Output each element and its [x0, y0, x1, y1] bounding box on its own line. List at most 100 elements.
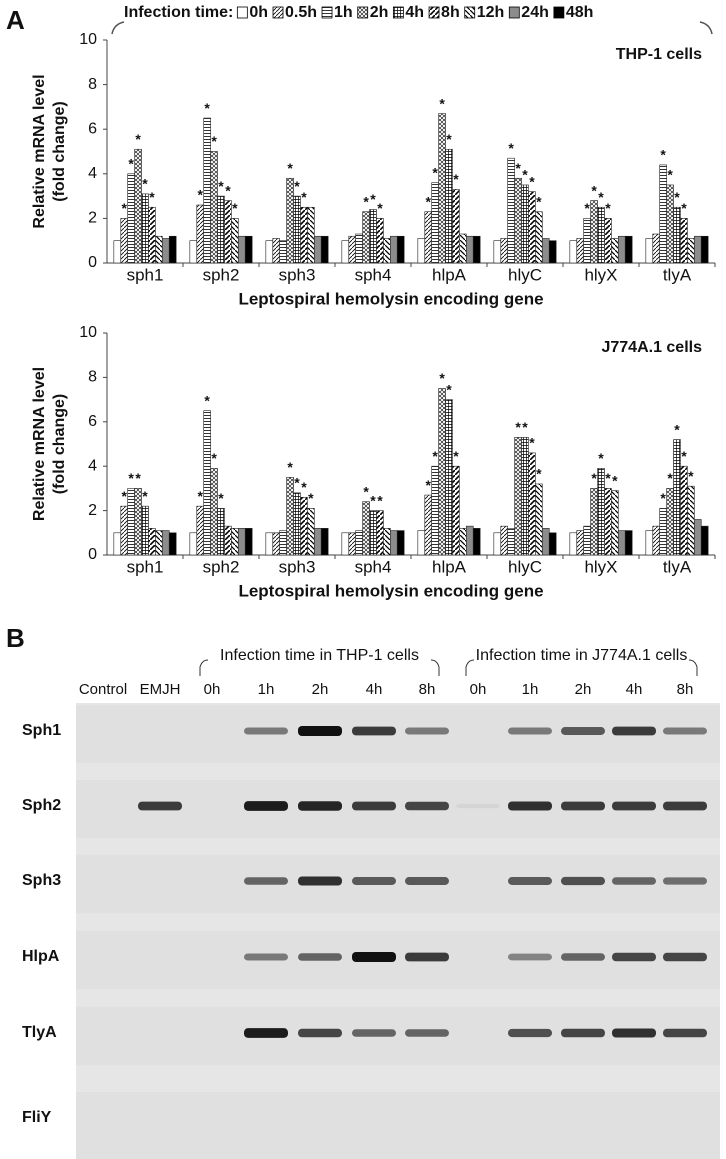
x-tick-label: sph3 [279, 557, 316, 576]
bar [459, 233, 467, 264]
significance-mark: * [660, 490, 666, 506]
bar [217, 508, 225, 556]
x-tick-label: sph4 [355, 265, 392, 284]
x-tick-label: sph3 [279, 265, 316, 284]
bar [652, 525, 660, 556]
bar [583, 218, 591, 264]
significance-mark: * [370, 492, 376, 508]
bar [217, 195, 225, 264]
y-tick-label: 0 [88, 546, 97, 563]
significance-mark: * [218, 490, 224, 506]
bar [417, 530, 426, 556]
bar [210, 151, 218, 264]
row-label: Sph1 [22, 722, 61, 739]
band [138, 801, 182, 811]
bar [390, 235, 398, 264]
bar [341, 532, 350, 556]
band [612, 877, 656, 885]
group-bracket [199, 659, 440, 676]
bar [134, 148, 142, 264]
bar [645, 530, 654, 556]
band [508, 877, 552, 885]
bar [231, 528, 239, 556]
x-tick-label: sph2 [203, 557, 240, 576]
significance-mark: * [204, 100, 210, 116]
band [663, 877, 707, 885]
bar [203, 410, 211, 556]
significance-mark: * [135, 470, 141, 486]
band [612, 952, 656, 962]
bar [438, 388, 446, 556]
significance-mark: * [591, 182, 597, 198]
bar [652, 233, 660, 264]
significance-mark: * [529, 173, 535, 189]
band [663, 952, 707, 962]
significance-mark: * [598, 189, 604, 205]
significance-mark: * [453, 448, 459, 464]
legend-label: 24h [521, 4, 549, 21]
significance-mark: * [681, 200, 687, 216]
bar [279, 240, 287, 264]
bar [673, 439, 681, 556]
bar [224, 525, 232, 556]
band [561, 953, 605, 961]
significance-mark: * [453, 171, 459, 187]
significance-mark: * [218, 178, 224, 194]
bar [120, 218, 128, 264]
significance-mark: * [301, 189, 307, 205]
blot-membrane [76, 703, 720, 1155]
bar [514, 177, 522, 264]
bar [210, 468, 218, 556]
bar [459, 528, 467, 556]
bar [314, 235, 322, 264]
bar [376, 218, 384, 264]
significance-mark: * [363, 193, 369, 209]
y-tick-label: 4 [88, 457, 97, 474]
significance-mark: * [522, 419, 528, 435]
bar [293, 492, 301, 556]
band [508, 1028, 552, 1038]
legend-label: 0.5h [285, 4, 317, 21]
significance-mark: * [515, 419, 521, 435]
x-axis-title: Leptospiral hemolysin encoding gene [238, 289, 543, 308]
band [612, 726, 656, 736]
significance-mark: * [584, 200, 590, 216]
bar [162, 530, 170, 556]
legend-swatch [321, 6, 333, 19]
bar [611, 238, 619, 264]
significance-mark: * [225, 182, 231, 198]
panel-label: A [6, 5, 25, 35]
bar [320, 528, 329, 556]
bar [203, 117, 211, 264]
legend-swatch [236, 6, 248, 19]
bar [659, 508, 667, 556]
bar [472, 235, 481, 264]
bar [466, 235, 474, 264]
band [561, 876, 605, 886]
bar [493, 532, 502, 556]
band [352, 801, 396, 811]
y-axis-title: Relative mRNA level [31, 367, 48, 521]
bar [597, 468, 605, 556]
bar [666, 184, 674, 264]
bar [687, 485, 695, 556]
significance-mark: * [515, 160, 521, 176]
band [663, 727, 707, 735]
bar [438, 113, 446, 264]
bar [168, 235, 177, 264]
y-tick-label: 8 [88, 369, 97, 386]
bar [189, 532, 198, 556]
x-tick-label: sph1 [127, 265, 164, 284]
significance-mark: * [432, 448, 438, 464]
band [352, 877, 396, 885]
lane-label: 1h [258, 681, 275, 698]
significance-mark: * [142, 176, 148, 192]
bar [507, 157, 515, 264]
bar [424, 211, 432, 264]
significance-mark: * [294, 475, 300, 491]
bar [424, 494, 432, 556]
bar [355, 530, 363, 556]
blot-strip [76, 705, 720, 763]
bar [452, 189, 460, 264]
